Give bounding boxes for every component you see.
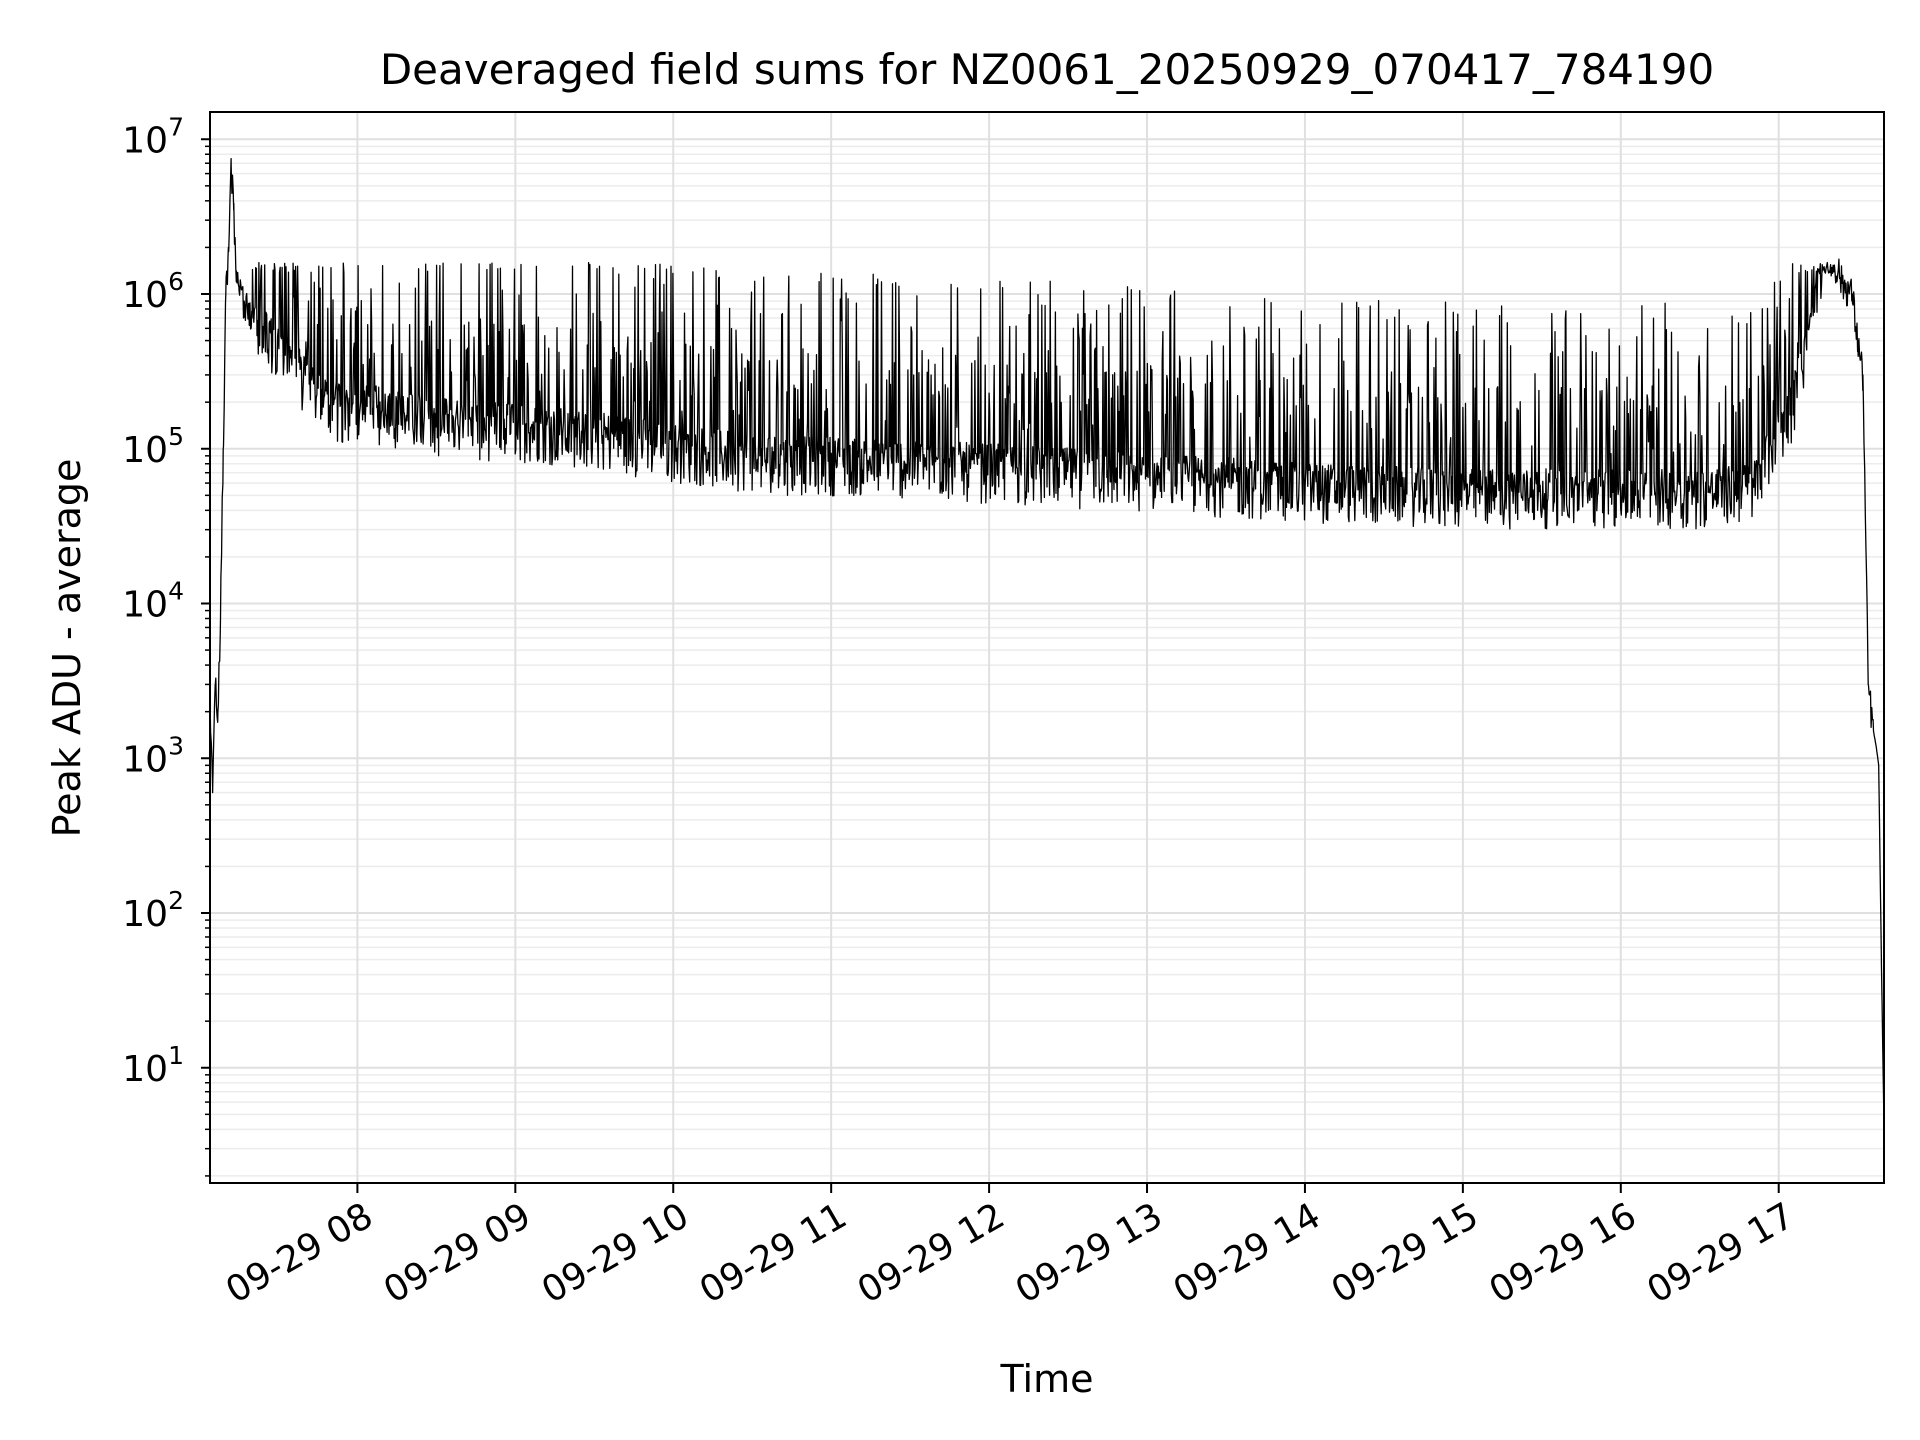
- y-tick-label: 101: [122, 1041, 184, 1090]
- series-layer: [209, 157, 1885, 1130]
- x-axis-label: Time: [1000, 1357, 1094, 1401]
- y-tick-labels: 101 102 103 104 105 106 107: [122, 112, 184, 1090]
- y-tick-label: 104: [122, 577, 184, 626]
- y-axis-label: Peak ADU - average: [45, 459, 89, 838]
- y-tick-label: 103: [122, 731, 184, 780]
- tick-marks: [201, 138, 1780, 1193]
- series-line: [209, 157, 1885, 1130]
- chart-title: Deaveraged field sums for NZ0061_2025092…: [380, 45, 1714, 94]
- plot-frame: [209, 111, 1885, 1184]
- y-tick-label: 107: [122, 112, 184, 161]
- y-tick-label: 105: [122, 422, 184, 471]
- y-tick-label: 102: [122, 886, 184, 935]
- y-tick-label: 106: [122, 267, 184, 316]
